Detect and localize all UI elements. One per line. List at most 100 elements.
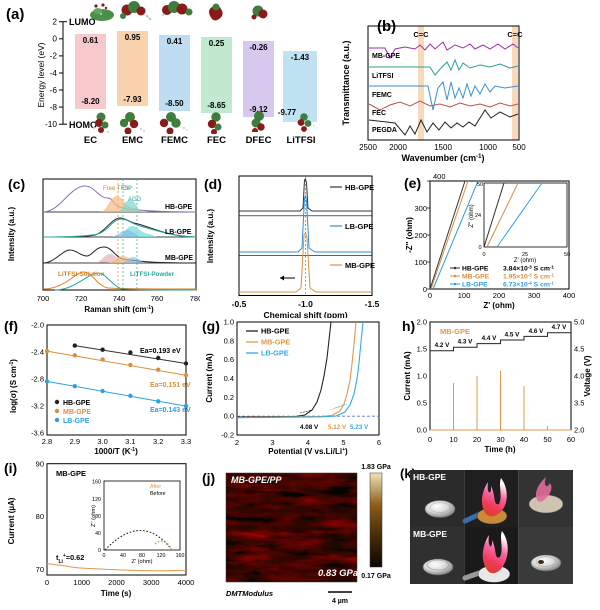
svg-text:4.4 V: 4.4 V xyxy=(482,335,498,342)
svg-text:Energy level (eV): Energy level (eV) xyxy=(36,42,46,107)
svg-text:200: 200 xyxy=(493,291,506,300)
svg-text:2.8: 2.8 xyxy=(42,437,52,446)
svg-text:4: 4 xyxy=(306,438,310,447)
svg-text:1.5: 1.5 xyxy=(417,345,427,354)
svg-text:log(σ) (S cm-1): log(σ) (S cm-1) xyxy=(9,359,18,413)
svg-text:100: 100 xyxy=(458,291,471,300)
svg-text:MB-GPE/PP: MB-GPE/PP xyxy=(231,475,283,485)
svg-text:LiTFSI: LiTFSI xyxy=(372,73,393,80)
svg-text:5: 5 xyxy=(341,438,345,447)
svg-text:2: 2 xyxy=(235,438,239,447)
svg-text:Ea=0.151 eV: Ea=0.151 eV xyxy=(150,382,191,389)
svg-text:60: 60 xyxy=(567,435,575,444)
svg-text:0.0: 0.0 xyxy=(224,412,234,421)
svg-text:MB-GPE: MB-GPE xyxy=(462,274,490,281)
svg-text:780: 780 xyxy=(190,294,200,303)
svg-text:3000: 3000 xyxy=(143,578,160,587)
svg-text:MB-GPE: MB-GPE xyxy=(165,255,193,262)
svg-text:Chemical shift (ppm): Chemical shift (ppm) xyxy=(263,310,347,318)
svg-text:0.0: 0.0 xyxy=(417,426,427,435)
svg-text:MB-GPE: MB-GPE xyxy=(261,338,290,347)
svg-text:Voltage (V): Voltage (V) xyxy=(583,355,592,397)
svg-text:3.2: 3.2 xyxy=(153,437,163,446)
svg-text:-3.2: -3.2 xyxy=(31,402,44,411)
svg-text:1000/T (K-1): 1000/T (K-1) xyxy=(94,447,138,456)
svg-text:Current (mA): Current (mA) xyxy=(403,351,412,401)
svg-text:Z' (ohm): Z' (ohm) xyxy=(132,559,153,565)
svg-text:LB-GPE: LB-GPE xyxy=(345,222,373,231)
svg-text:Transmittance (a.u.): Transmittance (a.u.) xyxy=(341,40,351,125)
svg-text:Raman shift (cm-1): Raman shift (cm-1) xyxy=(84,305,154,314)
svg-text:MB-GPE: MB-GPE xyxy=(345,261,375,270)
svg-text:70: 70 xyxy=(36,565,44,574)
svg-text:After: After xyxy=(150,484,161,490)
svg-text:Before: Before xyxy=(150,491,166,497)
svg-text:-10: -10 xyxy=(45,119,57,129)
svg-text:0: 0 xyxy=(428,435,432,444)
svg-text:4.6 V: 4.6 V xyxy=(529,328,545,335)
svg-text:MB-GPE: MB-GPE xyxy=(440,327,470,336)
svg-text:160: 160 xyxy=(92,480,101,486)
svg-text:-6: -6 xyxy=(50,85,58,95)
svg-text:FEMC: FEMC xyxy=(372,92,392,99)
svg-text:120: 120 xyxy=(157,553,166,559)
svg-text:0: 0 xyxy=(482,252,485,258)
svg-text:0: 0 xyxy=(423,285,427,294)
svg-text:-4: -4 xyxy=(50,68,58,78)
svg-text:20: 20 xyxy=(473,435,481,444)
svg-text:Current (mA): Current (mA) xyxy=(205,353,214,403)
svg-text:Ea=0.143 eV: Ea=0.143 eV xyxy=(150,407,191,414)
svg-text:40: 40 xyxy=(120,553,126,559)
svg-text:30: 30 xyxy=(496,435,504,444)
svg-text:0: 0 xyxy=(98,548,101,554)
svg-text:400: 400 xyxy=(433,172,446,181)
svg-text:80: 80 xyxy=(36,512,44,521)
svg-text:LB-GPE: LB-GPE xyxy=(261,349,289,358)
svg-text:720: 720 xyxy=(75,294,88,303)
svg-text:0: 0 xyxy=(52,34,57,44)
svg-text:HB-GPE: HB-GPE xyxy=(413,472,446,482)
svg-text:MB-GPE: MB-GPE xyxy=(372,53,400,60)
svg-text:MB-GPE: MB-GPE xyxy=(63,409,91,416)
svg-text:LB-GPE: LB-GPE xyxy=(165,229,192,236)
svg-text:HB-GPE: HB-GPE xyxy=(165,204,193,211)
svg-text:2000: 2000 xyxy=(389,143,407,152)
svg-text:LiTFSI-Powder: LiTFSI-Powder xyxy=(130,271,175,278)
svg-text:-2.8: -2.8 xyxy=(31,375,44,384)
svg-text:Intensity (a.u.): Intensity (a.u.) xyxy=(7,207,16,262)
svg-text:Ea=0.193 eV: Ea=0.193 eV xyxy=(140,348,181,355)
svg-text:C=C: C=C xyxy=(507,30,523,39)
svg-text:740: 740 xyxy=(113,294,126,303)
svg-text:0.83 GPa: 0.83 GPa xyxy=(318,568,358,579)
svg-text:LB-GPE: LB-GPE xyxy=(462,282,488,289)
svg-text:4.5 V: 4.5 V xyxy=(505,332,521,339)
svg-text:C=C: C=C xyxy=(413,30,429,39)
svg-text:HB-GPE: HB-GPE xyxy=(462,266,489,273)
svg-text:1500: 1500 xyxy=(434,143,452,152)
svg-text:-2.0: -2.0 xyxy=(31,321,44,330)
svg-text:3.0: 3.0 xyxy=(97,437,107,446)
svg-text:300: 300 xyxy=(414,204,427,213)
svg-text:MB-GPE: MB-GPE xyxy=(413,529,447,539)
svg-text:2: 2 xyxy=(52,17,57,27)
svg-text:FEC: FEC xyxy=(372,110,386,117)
svg-text:0.4: 0.4 xyxy=(224,374,234,383)
svg-text:Intensity (a.u.): Intensity (a.u.) xyxy=(206,209,215,264)
svg-text:5.23 V: 5.23 V xyxy=(350,424,369,431)
svg-text:200: 200 xyxy=(414,231,427,240)
svg-text:4.5: 4.5 xyxy=(574,345,584,354)
svg-text:160: 160 xyxy=(176,553,185,559)
svg-text:0: 0 xyxy=(478,245,481,251)
svg-text:-1.0: -1.0 xyxy=(298,299,313,309)
svg-text:-2: -2 xyxy=(50,51,58,61)
svg-text:0.8: 0.8 xyxy=(224,336,234,345)
svg-text:-8: -8 xyxy=(50,102,58,112)
svg-text:90: 90 xyxy=(36,460,44,469)
svg-text:HB-GPE: HB-GPE xyxy=(63,400,91,407)
svg-text:Wavenumber (cm-1): Wavenumber (cm-1) xyxy=(401,153,484,163)
svg-text:760: 760 xyxy=(151,294,164,303)
svg-text:-2.4: -2.4 xyxy=(31,348,44,357)
svg-text:Z' (ohm): Z' (ohm) xyxy=(483,301,515,310)
svg-text:40: 40 xyxy=(520,435,528,444)
svg-text:LiTFSI-Solution: LiTFSI-Solution xyxy=(58,271,105,278)
